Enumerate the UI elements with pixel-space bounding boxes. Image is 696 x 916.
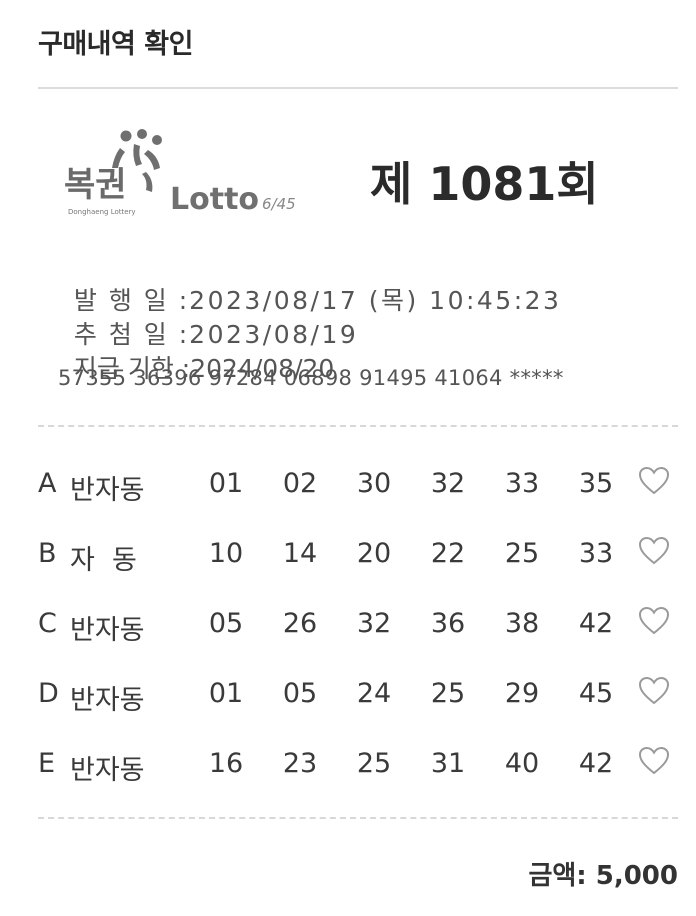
lottery-logo-icon: 복권 Donghaeng Lottery Lotto 6/45 — [62, 126, 312, 222]
game-number: 01 — [208, 468, 244, 499]
game-number: 40 — [504, 748, 540, 779]
heart-outline-icon[interactable] — [638, 605, 670, 637]
ticket-serial-number: 57355 36396 97284 06898 91495 41064 ****… — [58, 366, 564, 390]
draw-round-title: 제 1081회 — [370, 157, 599, 211]
heart-outline-icon[interactable] — [638, 535, 670, 567]
game-number: 42 — [578, 608, 614, 639]
heart-outline-icon[interactable] — [638, 465, 670, 497]
logo-lotto-text: Lotto — [170, 182, 259, 217]
logo-lotto-suffix: 6/45 — [262, 195, 296, 213]
game-number: 20 — [356, 538, 392, 569]
issue-date-label: 발 행 일 : — [73, 286, 190, 315]
game-number: 45 — [578, 678, 614, 709]
game-number: 29 — [504, 678, 540, 709]
payout-deadline-label: 지급 기한 : — [73, 354, 191, 383]
game-number: 26 — [282, 608, 318, 639]
ticket-divider-top — [38, 425, 678, 427]
game-number: 02 — [282, 468, 318, 499]
issue-date-line: 발 행 일 :2023/08/17 (목) 10:45:23 — [58, 252, 561, 317]
game-row-d: D 반자동 01 05 24 25 29 45 — [38, 674, 678, 716]
game-number: 38 — [504, 608, 540, 639]
game-row-c: C 반자동 05 26 32 36 38 42 — [38, 604, 678, 646]
game-number: 14 — [282, 538, 318, 569]
game-mode-label: 반자동 — [70, 615, 145, 646]
game-number: 25 — [430, 678, 466, 709]
game-number: 36 — [430, 608, 466, 639]
game-number: 33 — [504, 468, 540, 499]
logo-brand-subtext: Donghaeng Lottery — [68, 208, 136, 216]
issue-date-value: 2023/08/17 (목) 10:45:23 — [189, 286, 562, 315]
game-mode-label: 반자동 — [70, 475, 145, 506]
heart-outline-icon[interactable] — [638, 675, 670, 707]
game-mode-label: 반자동 — [70, 755, 145, 786]
game-number: 05 — [208, 608, 244, 639]
game-mode-label: 반자동 — [70, 685, 145, 716]
game-slot-label: A — [38, 468, 57, 499]
game-number: 22 — [430, 538, 466, 569]
game-row-b: B 자 동 10 14 20 22 25 33 — [38, 534, 678, 576]
game-row-e: E 반자동 16 23 25 31 40 42 — [38, 744, 678, 786]
game-number: 33 — [578, 538, 614, 569]
game-row-a: A 반자동 01 02 30 32 33 35 — [38, 464, 678, 506]
amount-value: 5,000 — [595, 861, 678, 891]
game-number: 25 — [356, 748, 392, 779]
game-number: 01 — [208, 678, 244, 709]
game-slot-label: C — [38, 608, 57, 639]
game-number: 24 — [356, 678, 392, 709]
game-number: 35 — [578, 468, 614, 499]
game-slot-label: D — [38, 678, 59, 709]
game-number: 32 — [356, 608, 392, 639]
game-number: 25 — [504, 538, 540, 569]
draw-date-label: 추 첨 일 : — [73, 320, 190, 349]
page-title: 구매내역 확인 — [38, 29, 193, 60]
payout-deadline-line: 지급 기한 :2024/08/20 — [58, 320, 334, 385]
payout-deadline-value: 2024/08/20 — [190, 354, 335, 383]
game-number: 32 — [430, 468, 466, 499]
amount-label: 금액: — [528, 861, 587, 891]
header-divider — [38, 87, 678, 89]
game-slot-label: E — [38, 748, 56, 779]
game-number: 23 — [282, 748, 318, 779]
game-number: 10 — [208, 538, 244, 569]
game-slot-label: B — [38, 538, 57, 569]
ticket-divider-bottom — [38, 817, 678, 819]
draw-date-line: 추 첨 일 :2023/08/19 — [58, 286, 358, 351]
game-number: 05 — [282, 678, 318, 709]
game-number: 30 — [356, 468, 392, 499]
total-amount: 금액: 5,000 — [528, 855, 678, 892]
game-number: 16 — [208, 748, 244, 779]
draw-date-value: 2023/08/19 — [189, 320, 359, 349]
game-mode-label: 자 동 — [70, 545, 137, 576]
game-number: 31 — [430, 748, 466, 779]
heart-outline-icon[interactable] — [638, 745, 670, 777]
logo-brand-text: 복권 — [64, 165, 127, 205]
game-number: 42 — [578, 748, 614, 779]
